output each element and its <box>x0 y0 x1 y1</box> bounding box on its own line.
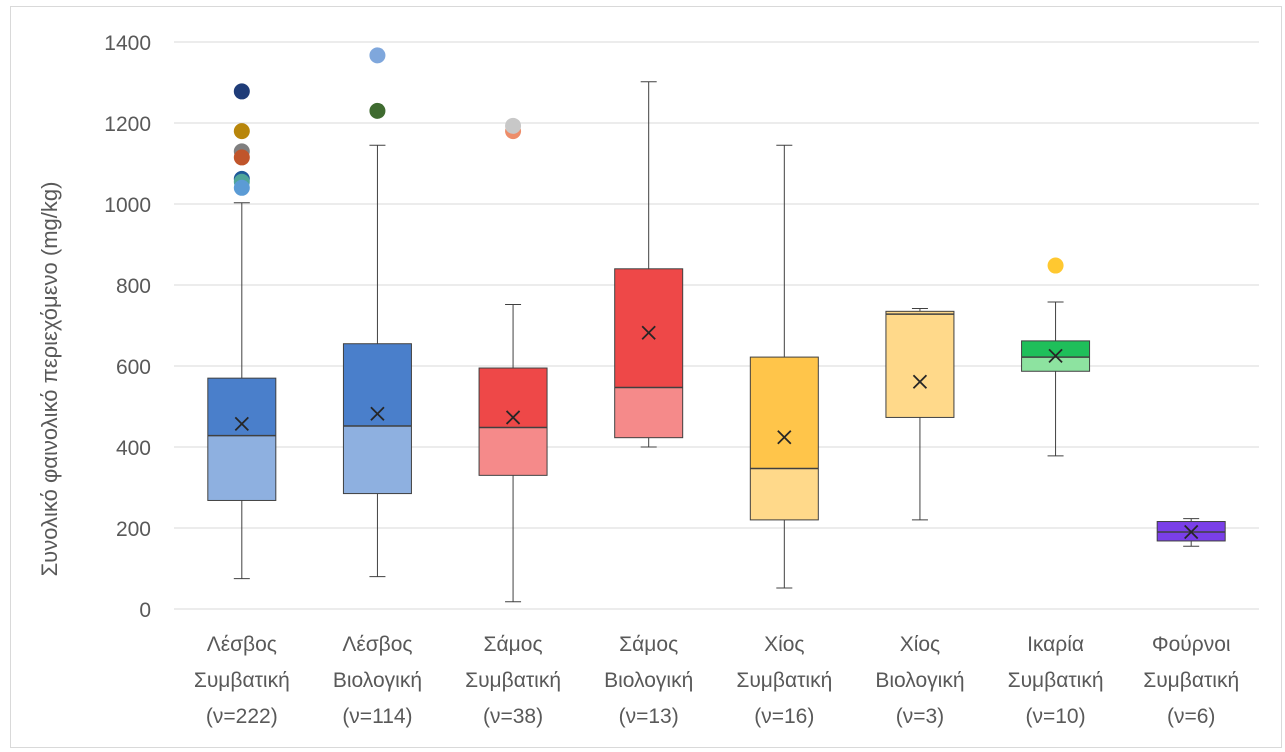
box-lower-half <box>885 314 954 418</box>
box-outline <box>614 268 684 439</box>
y-axis-label: Συνολικό φαινολικό περιεχόμενο (mg/kg) <box>37 182 62 577</box>
y-axis-tick-labels: 0 200 400 600 800 1000 1200 1400 <box>104 32 151 622</box>
x-category-label: Λέσβος <box>207 633 277 656</box>
gridlines <box>174 41 1259 610</box>
outlier-point <box>233 83 250 100</box>
box-lower-half <box>1021 357 1090 372</box>
x-category-label: (ν=6) <box>1167 705 1215 728</box>
x-category-label: (ν=10) <box>1026 705 1086 728</box>
box-lower-half <box>343 425 412 494</box>
box-upper-half <box>614 268 683 388</box>
x-category-label: Βιολογική <box>604 669 693 692</box>
chart-frame: 0 200 400 600 800 1000 1200 1400 Συνολικό φαινο… <box>10 6 1282 748</box>
x-category-label: Σάμος <box>619 633 678 656</box>
box-outline <box>1156 521 1226 542</box>
x-category-label: (ν=222) <box>206 705 278 728</box>
y-tick-label: 0 <box>139 599 151 622</box>
outlier-point <box>505 117 522 134</box>
box-outline <box>478 367 548 476</box>
mean-marker <box>505 410 521 425</box>
box-outline <box>885 310 955 418</box>
outlier-point <box>233 149 250 166</box>
x-category-label: (ν=3) <box>896 705 944 728</box>
y-tick-label: 1000 <box>104 194 151 217</box>
x-category-label: Συμβατική <box>1008 669 1104 692</box>
y-tick-label: 1400 <box>104 32 151 55</box>
box-lower-half <box>479 427 548 476</box>
x-category-label: Λέσβος <box>342 633 412 656</box>
box-group <box>207 83 277 580</box>
box-upper-half <box>207 378 276 436</box>
x-category-label: Συμβατική <box>465 669 561 692</box>
box-group <box>1156 518 1226 547</box>
mean-marker <box>777 430 792 445</box>
box-group <box>478 117 548 603</box>
y-tick-label: 200 <box>116 518 151 541</box>
outlier-point <box>369 102 386 119</box>
box-group <box>885 307 955 521</box>
x-category-label: Χίος <box>764 633 804 656</box>
x-category-label: (ν=16) <box>754 705 814 728</box>
x-category-label: Βιολογική <box>875 669 964 692</box>
mean-marker <box>370 406 385 421</box>
outlier-point <box>1047 257 1064 274</box>
x-category-label: Ικαρία <box>1027 633 1084 656</box>
box-group <box>614 81 684 448</box>
box-plot-chart: 0 200 400 600 800 1000 1200 1400 Συνολικό φαινο… <box>37 32 1259 728</box>
x-category-label: (ν=38) <box>483 705 543 728</box>
box-upper-half <box>1021 340 1090 358</box>
box-lower-half <box>750 468 819 520</box>
x-category-label: (ν=114) <box>342 705 412 728</box>
outlier-point <box>233 123 250 140</box>
box-outline <box>1021 340 1091 372</box>
mean-marker <box>1184 524 1199 540</box>
x-category-label: Βιολογική <box>333 669 422 692</box>
y-tick-label: 400 <box>116 437 151 460</box>
box-upper-half <box>750 357 819 469</box>
box-upper-half <box>343 343 412 426</box>
box-lower-half <box>614 387 683 438</box>
boxes <box>207 47 1226 603</box>
box-outline <box>207 377 277 501</box>
box-group <box>1021 257 1091 457</box>
box-upper-half <box>1157 521 1226 533</box>
box-outline <box>749 356 819 521</box>
box-lower-half <box>207 435 276 501</box>
y-tick-label: 600 <box>116 356 151 379</box>
y-tick-label: 800 <box>116 275 151 298</box>
box-lower-half <box>1157 532 1226 541</box>
x-category-label: Χίος <box>900 633 940 656</box>
box-outline <box>342 343 412 495</box>
x-category-label: Φούρνοι <box>1152 633 1231 656</box>
y-tick-label: 1200 <box>104 113 151 136</box>
box-group <box>749 144 819 589</box>
x-axis-category-labels: Λέσβος Συμβατική (ν=222) Λέσβος Βιολογική (ν=… <box>194 633 1239 728</box>
mean-marker <box>912 374 928 389</box>
box-group <box>342 47 412 578</box>
mean-marker <box>641 325 656 340</box>
x-category-label: (ν=13) <box>619 705 679 728</box>
x-category-label: Συμβατική <box>1143 669 1239 692</box>
outlier-point <box>369 47 386 64</box>
mean-marker <box>234 416 249 432</box>
x-category-label: Σάμος <box>484 633 543 656</box>
outlier-point <box>233 179 250 196</box>
box-upper-half <box>885 311 954 315</box>
mean-marker <box>1048 348 1063 364</box>
x-category-label: Συμβατική <box>736 669 832 692</box>
x-category-label: Συμβατική <box>194 669 290 692</box>
